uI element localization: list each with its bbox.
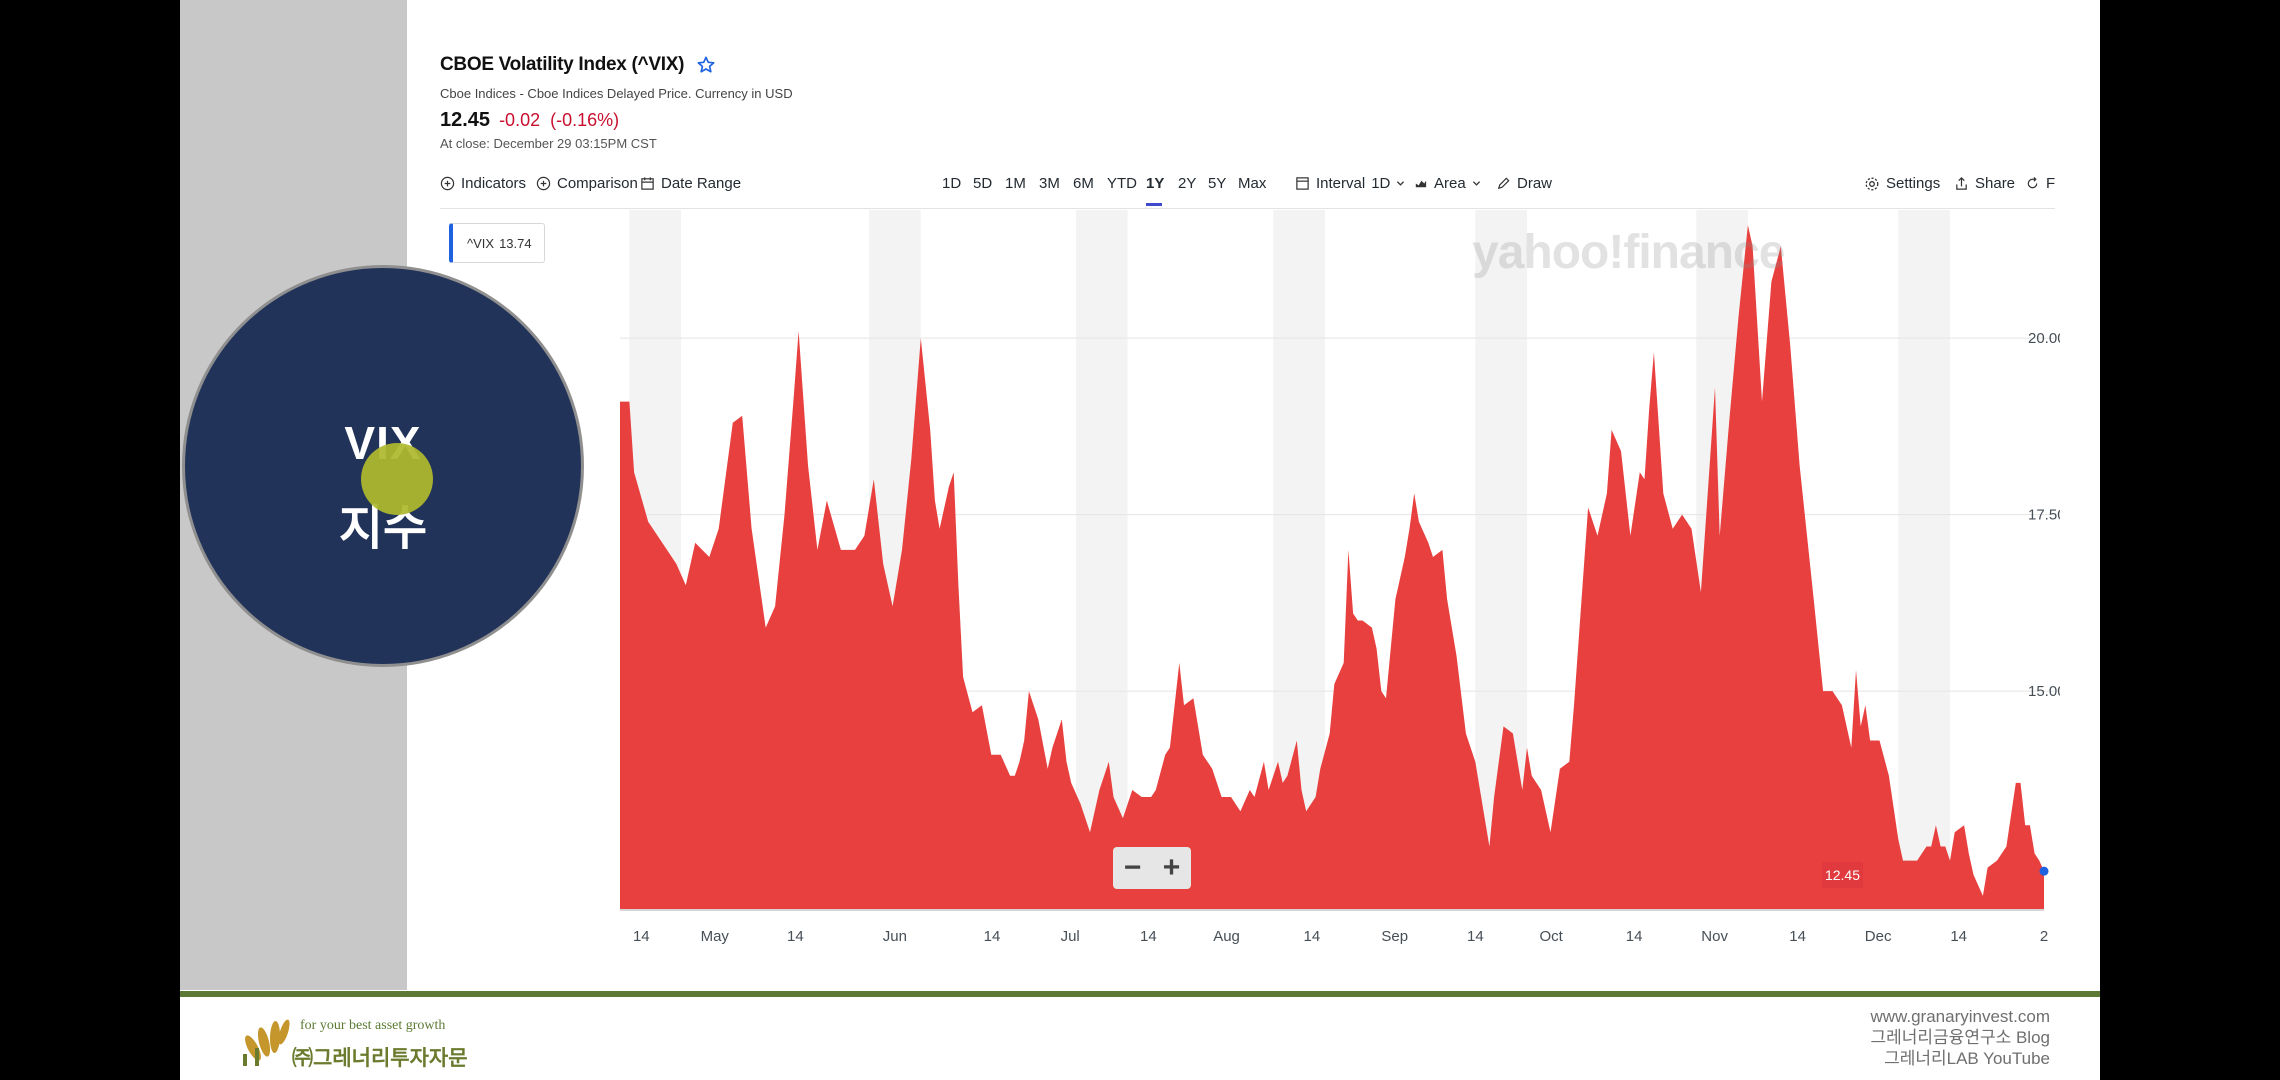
x-tick-label: May bbox=[701, 928, 730, 945]
range-5d[interactable]: 5D bbox=[973, 175, 993, 192]
x-tick-label: 14 bbox=[1789, 928, 1806, 945]
range-3m[interactable]: 3M bbox=[1039, 175, 1060, 192]
yahoo-finance-watermark: yahoo!finance bbox=[1472, 226, 1785, 279]
plus-circle-icon bbox=[536, 176, 551, 191]
active-range-indicator bbox=[1146, 203, 1162, 206]
date-range-button[interactable]: Date Range bbox=[640, 175, 741, 192]
star-icon[interactable] bbox=[696, 55, 716, 75]
indicators-label: Indicators bbox=[461, 175, 527, 192]
granary-wheat-logo bbox=[243, 1019, 290, 1066]
y-tick-label: 17.50 bbox=[2028, 507, 2060, 524]
x-tick-label: Aug bbox=[1213, 928, 1240, 945]
hover-legend: ^VIX 13.74 bbox=[449, 223, 545, 263]
vix-area-chart[interactable]: 14 May 14 Jun 14 Jul 14 Aug 14 Sep 14 Oct 14 Nov 14 Dec… bbox=[440, 210, 2060, 950]
footer-divider bbox=[180, 991, 2100, 997]
x-tick-label: 14 bbox=[984, 928, 1001, 945]
chart-type-dropdown[interactable]: Area bbox=[1413, 175, 1481, 192]
gear-icon bbox=[1865, 177, 1879, 190]
toolbar-divider bbox=[440, 208, 2055, 209]
price-change-percent: (-0.16%) bbox=[550, 110, 620, 130]
share-label: Share bbox=[1975, 175, 2016, 192]
footer-website[interactable]: www.granaryinvest.com bbox=[1870, 1007, 2050, 1026]
x-tick-label: 14 bbox=[1304, 928, 1321, 945]
footer-youtube[interactable]: 그레너리LAB YouTube bbox=[1884, 1049, 2050, 1068]
x-tick-label: 14 bbox=[787, 928, 804, 945]
footer-blog[interactable]: 그레너리금융연구소 Blog bbox=[1870, 1028, 2050, 1047]
x-tick-label: Sep bbox=[1381, 928, 1408, 945]
last-price-marker bbox=[2039, 866, 2049, 876]
x-tick-label: Jul bbox=[1061, 928, 1080, 945]
x-tick-label: Nov bbox=[1701, 928, 1728, 945]
fullscreen-button[interactable]: F bbox=[2025, 175, 2055, 192]
pointer-highlight bbox=[361, 443, 433, 515]
x-tick-label: Jun bbox=[883, 928, 907, 945]
x-tick-label: 14 bbox=[1140, 928, 1157, 945]
x-tick-label: Oct bbox=[1539, 928, 1563, 945]
calendar-icon bbox=[641, 177, 654, 190]
draw-label: Draw bbox=[1517, 175, 1553, 192]
comparison-label: Comparison bbox=[557, 175, 638, 192]
y-tick-label: 20.00 bbox=[2028, 330, 2060, 347]
x-tick-label: 14 bbox=[1467, 928, 1484, 945]
range-6m[interactable]: 6M bbox=[1073, 175, 1094, 192]
vix-area-series bbox=[620, 225, 2044, 911]
range-max[interactable]: Max bbox=[1238, 175, 1267, 192]
area-chart-icon bbox=[1413, 180, 1428, 190]
range-5y[interactable]: 5Y bbox=[1208, 175, 1227, 192]
settings-button[interactable]: Settings bbox=[1864, 175, 1940, 192]
interval-label: Interval bbox=[1316, 175, 1366, 192]
y-tick-label: 15.00 bbox=[2028, 683, 2060, 700]
x-tick-label: 14 bbox=[1626, 928, 1643, 945]
page-title: CBOE Volatility Index (^VIX) bbox=[440, 54, 685, 75]
interval-dropdown[interactable]: Interval 1D bbox=[1295, 175, 1405, 192]
footer-company: ㈜그레너리투자자문 bbox=[292, 1047, 468, 1070]
chart-baseline bbox=[620, 909, 2044, 911]
date-range-label: Date Range bbox=[661, 175, 742, 192]
range-2y[interactable]: 2Y bbox=[1178, 175, 1197, 192]
refresh-icon bbox=[2027, 176, 2038, 189]
share-icon bbox=[1956, 177, 1967, 190]
topic-badge: VIX 지수 bbox=[182, 265, 584, 667]
close-timestamp: At close: December 29 03:15PM CST bbox=[440, 136, 657, 151]
plus-circle-icon bbox=[440, 176, 455, 191]
hover-symbol: ^VIX bbox=[467, 235, 495, 251]
interval-value: 1D bbox=[1371, 175, 1391, 192]
hover-value: 13.74 bbox=[499, 235, 532, 251]
pencil-icon bbox=[1497, 177, 1510, 190]
quote-header: CBOE Volatility Index (^VIX) Cboe Indice… bbox=[440, 54, 793, 151]
zoom-controls: − + bbox=[1113, 847, 1191, 889]
chart-toolbar: Indicators Comparison Date Range 1D 5D 1… bbox=[440, 172, 2060, 200]
fullscreen-label: F bbox=[2046, 175, 2056, 192]
zoom-in-button[interactable]: + bbox=[1162, 851, 1181, 884]
range-1m[interactable]: 1M bbox=[1005, 175, 1026, 192]
share-button[interactable]: Share bbox=[1954, 175, 2015, 192]
comparison-button[interactable]: Comparison bbox=[536, 175, 638, 192]
indicators-button[interactable]: Indicators bbox=[440, 175, 526, 192]
range-ytd[interactable]: YTD bbox=[1107, 175, 1137, 192]
footer-slogan: for your best asset growth bbox=[300, 1018, 446, 1033]
chart-background-band bbox=[1898, 210, 1951, 910]
range-1y[interactable]: 1Y bbox=[1146, 175, 1165, 192]
x-tick-label: 14 bbox=[633, 928, 650, 945]
chart-type-label: Area bbox=[1434, 175, 1466, 192]
price-value: 12.45 bbox=[440, 109, 491, 131]
chevron-down-icon bbox=[1397, 181, 1405, 186]
interval-icon bbox=[1296, 177, 1309, 190]
x-tick-label: 2 bbox=[2040, 928, 2048, 945]
settings-label: Settings bbox=[1886, 175, 1941, 192]
range-1d[interactable]: 1D bbox=[942, 175, 962, 192]
x-tick-label: Dec bbox=[1865, 928, 1892, 945]
price-change: -0.02 bbox=[499, 110, 541, 130]
chevron-down-icon bbox=[1472, 181, 1480, 186]
last-price-tag: 12.45 bbox=[1822, 862, 1863, 888]
draw-button[interactable]: Draw bbox=[1496, 175, 1552, 192]
footer-links: www.granaryinvest.com 그레너리금융연구소 Blog 그레너… bbox=[1870, 1006, 2050, 1069]
zoom-out-button[interactable]: − bbox=[1123, 851, 1142, 884]
x-tick-label: 14 bbox=[1950, 928, 1967, 945]
quote-subtitle: Cboe Indices - Cboe Indices Delayed Pric… bbox=[440, 86, 793, 101]
